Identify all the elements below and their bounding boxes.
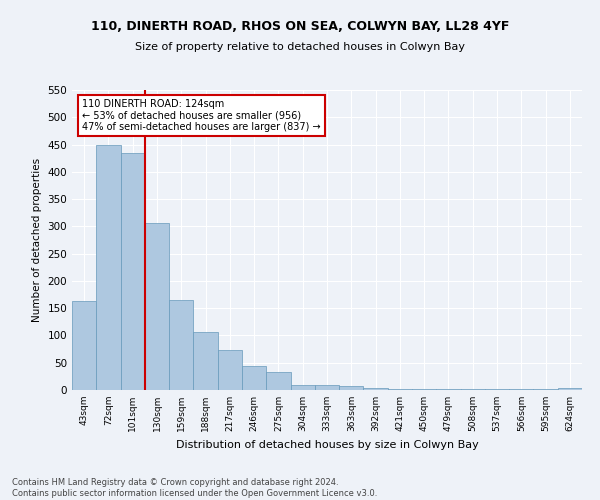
Text: Contains HM Land Registry data © Crown copyright and database right 2024.
Contai: Contains HM Land Registry data © Crown c… [12, 478, 377, 498]
Text: 110 DINERTH ROAD: 124sqm
← 53% of detached houses are smaller (956)
47% of semi-: 110 DINERTH ROAD: 124sqm ← 53% of detach… [82, 99, 321, 132]
Y-axis label: Number of detached properties: Number of detached properties [32, 158, 42, 322]
Bar [96, 144, 121, 390]
Bar [266, 372, 290, 390]
Bar [242, 366, 266, 390]
Bar [193, 332, 218, 390]
Bar [145, 222, 169, 390]
Bar [364, 388, 388, 390]
Bar [169, 300, 193, 390]
Bar [558, 388, 582, 390]
Bar [315, 384, 339, 390]
Bar [339, 386, 364, 390]
Bar [72, 301, 96, 390]
X-axis label: Distribution of detached houses by size in Colwyn Bay: Distribution of detached houses by size … [176, 440, 478, 450]
Bar [290, 384, 315, 390]
Bar [218, 350, 242, 390]
Bar [388, 389, 412, 390]
Text: 110, DINERTH ROAD, RHOS ON SEA, COLWYN BAY, LL28 4YF: 110, DINERTH ROAD, RHOS ON SEA, COLWYN B… [91, 20, 509, 33]
Text: Size of property relative to detached houses in Colwyn Bay: Size of property relative to detached ho… [135, 42, 465, 52]
Bar [121, 152, 145, 390]
